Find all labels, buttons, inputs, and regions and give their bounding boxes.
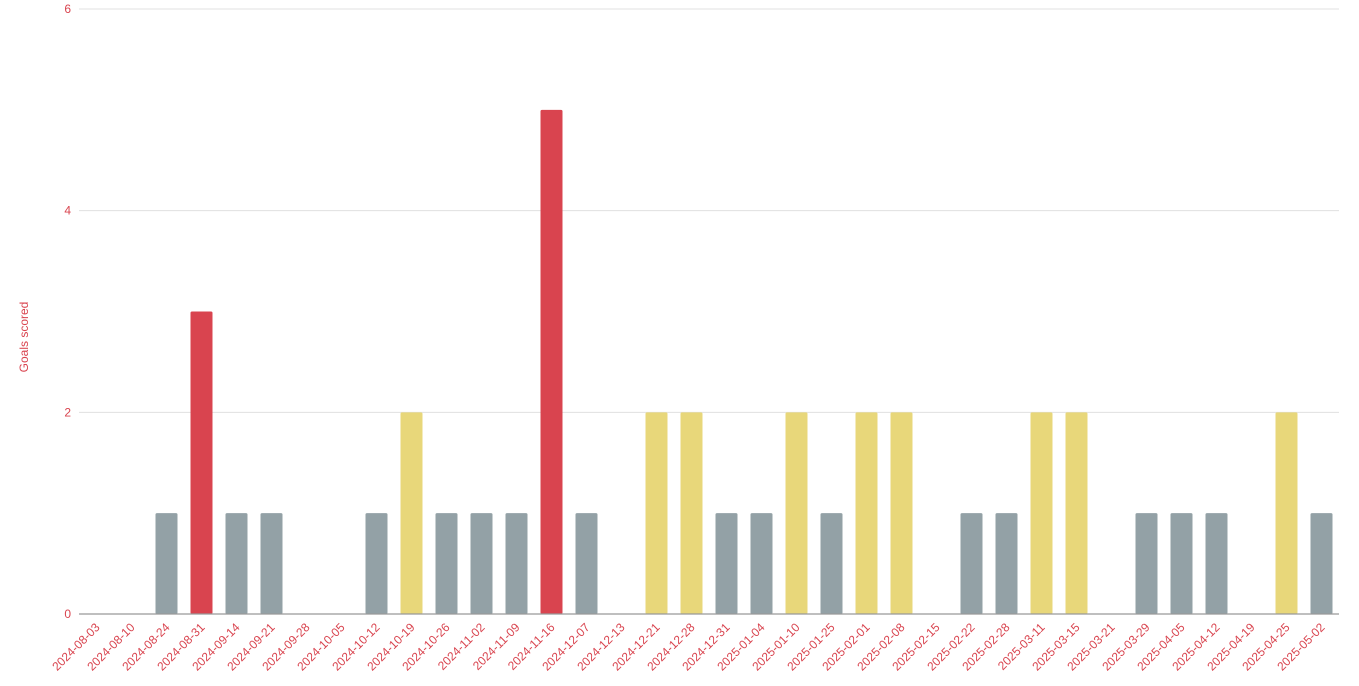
y-tick-label: 0 [64, 607, 71, 621]
bar [1030, 412, 1053, 614]
bar [715, 513, 738, 614]
bar [645, 412, 668, 614]
y-tick-label: 6 [64, 2, 71, 16]
bar [1275, 412, 1298, 614]
bar [890, 412, 913, 614]
bar [435, 513, 458, 614]
bar [820, 513, 843, 614]
bar [575, 513, 598, 614]
bar [1065, 412, 1088, 614]
bar [680, 412, 703, 614]
bar [190, 311, 213, 614]
bar [400, 412, 423, 614]
y-tick-label: 4 [64, 204, 71, 218]
bar [260, 513, 283, 614]
y-axis-title: Goals scored [17, 301, 31, 373]
bar [960, 513, 983, 614]
bar [155, 513, 178, 614]
y-tick-label: 2 [64, 405, 71, 419]
bar [225, 513, 248, 614]
bar [855, 412, 878, 614]
bar [1135, 513, 1158, 614]
bar [995, 513, 1018, 614]
bar [540, 109, 563, 614]
bar [785, 412, 808, 614]
bar [505, 513, 528, 614]
bar [365, 513, 388, 614]
bar [1205, 513, 1228, 614]
bar [470, 513, 493, 614]
bar [1310, 513, 1333, 614]
bar [750, 513, 773, 614]
bar [1170, 513, 1193, 614]
